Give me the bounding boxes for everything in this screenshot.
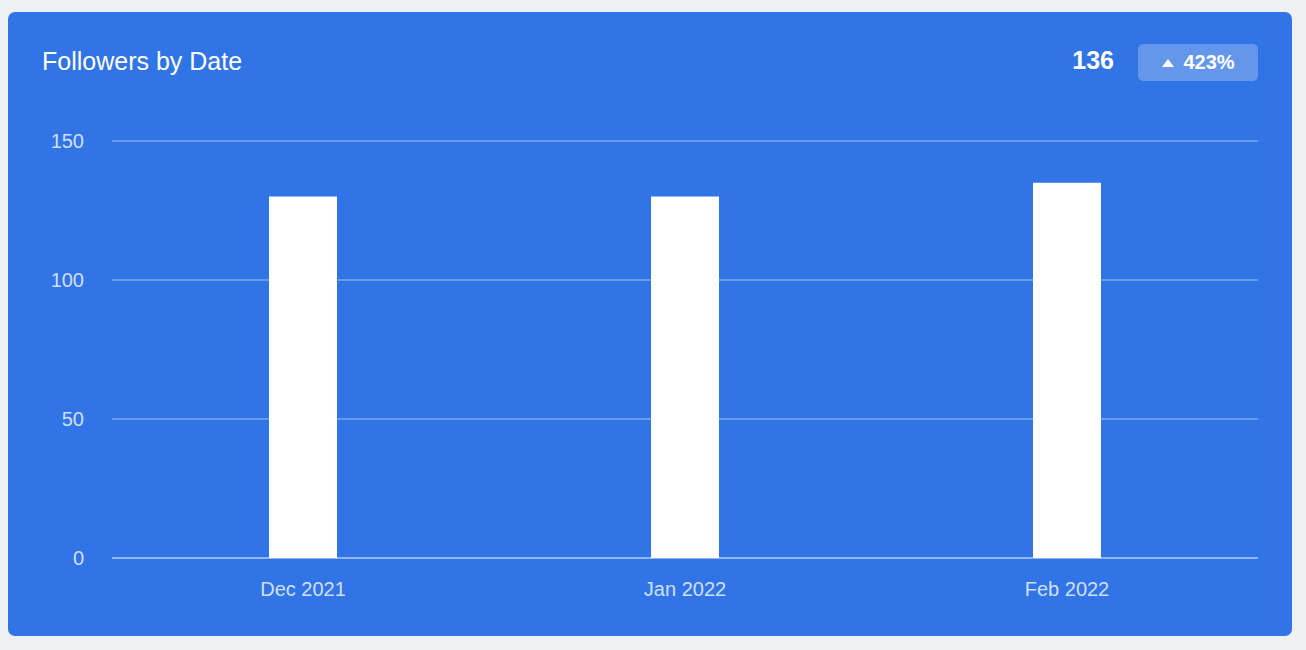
html-text:423%: 423% — [1183, 51, 1235, 73]
svg-text:Feb 2022: Feb 2022 — [1025, 578, 1110, 600]
html-text:Followers by Date: Followers by Date — [42, 47, 243, 75]
svg-text:0: 0 — [73, 547, 84, 569]
svg-text:150: 150 — [51, 130, 84, 152]
html-text:136: 136 — [1072, 46, 1114, 74]
svg-text:50: 50 — [62, 408, 84, 430]
svg-text:Jan 2022: Jan 2022 — [644, 578, 726, 600]
svg-text:100: 100 — [51, 269, 84, 291]
svg-text:Dec 2021: Dec 2021 — [260, 578, 346, 600]
